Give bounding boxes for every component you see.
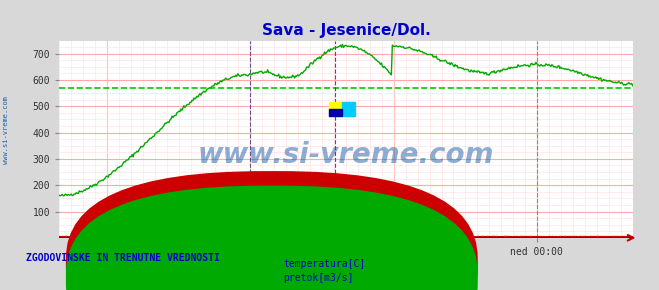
Bar [329,109,341,115]
Text: ZGODOVINSKE IN TRENUTNE VREDNOSTI: ZGODOVINSKE IN TRENUTNE VREDNOSTI [26,253,220,263]
Text: www.si-vreme.com: www.si-vreme.com [198,141,494,169]
Text: temperatura[C]: temperatura[C] [283,259,366,269]
Title: Sava - Jesenice/Dol.: Sava - Jesenice/Dol. [262,23,430,38]
Text: pretok[m3/s]: pretok[m3/s] [283,273,354,283]
Text: www.si-vreme.com: www.si-vreme.com [3,97,9,164]
Bar [341,102,355,115]
Bar [329,102,355,115]
